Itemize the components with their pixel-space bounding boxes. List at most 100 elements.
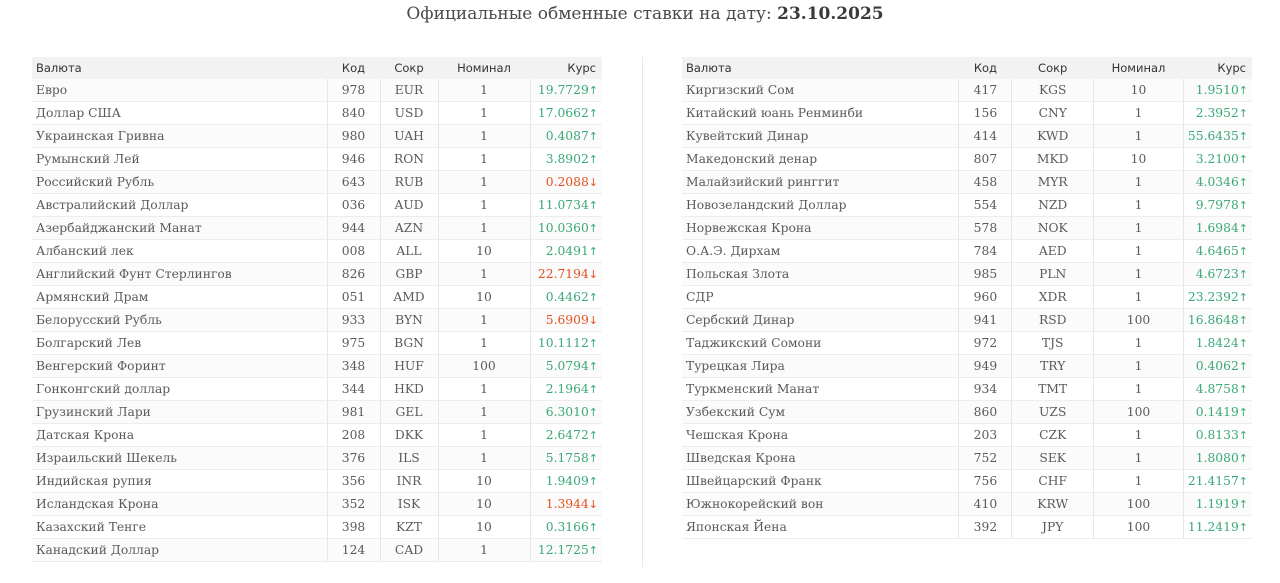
currency-abbr-cell: GBP <box>379 262 438 286</box>
arrow-up-icon: ↑ <box>1238 337 1248 350</box>
column-header-currency[interactable]: Валюта <box>682 57 959 79</box>
currency-code-cell: 203 <box>958 423 1012 447</box>
currency-nominal-cell: 1 <box>1093 285 1184 309</box>
exchange-rate-cell: 11.0734↑ <box>529 193 602 217</box>
currency-code-cell: 934 <box>958 377 1012 401</box>
table-row: Норвежская Крона 578 NOK 1 1.6984↑ <box>682 216 1252 240</box>
currency-abbr-cell: INR <box>379 469 438 493</box>
exchange-rate-cell: 1.3944↓ <box>529 492 602 516</box>
currency-abbr-cell: KRW <box>1011 492 1094 516</box>
rates-table-right-body: Киргизский Сом 417 KGS 10 1.9510↑ Китайский ю… <box>682 79 1252 539</box>
table-row: Венгерский Форинт 348 HUF 100 5.0794↑ <box>32 354 602 378</box>
rate-value: 4.8758 <box>1195 382 1239 396</box>
rate-value: 0.3166 <box>545 520 589 534</box>
exchange-rate-cell: 17.0662↑ <box>529 101 602 125</box>
currency-abbr-cell: UAH <box>379 124 438 148</box>
rate-value: 1.8080 <box>1195 451 1239 465</box>
column-header-nominal[interactable]: Номинал <box>1093 57 1184 79</box>
column-header-nominal[interactable]: Номинал <box>438 57 530 79</box>
rates-table-left-body: Евро 978 EUR 1 19.7729↑ Доллар США 840 USD 1 17.0… <box>32 79 602 562</box>
arrow-up-icon: ↑ <box>1238 314 1248 327</box>
currency-name-cell: Норвежская Крона <box>682 216 959 240</box>
currency-code-cell: 756 <box>958 469 1012 493</box>
currency-name-cell: Узбекский Сум <box>682 400 959 424</box>
currency-nominal-cell: 1 <box>437 170 530 194</box>
rate-value: 11.2419 <box>1187 520 1239 534</box>
rate-value: 10.1112 <box>537 336 589 350</box>
arrow-up-icon: ↑ <box>588 153 598 166</box>
currency-abbr-cell: RON <box>379 147 438 171</box>
currency-code-cell: 860 <box>958 400 1012 424</box>
currency-name-cell: Венгерский Форинт <box>32 354 327 378</box>
currency-code-cell: 944 <box>326 216 380 240</box>
currency-abbr-cell: TRY <box>1011 354 1094 378</box>
arrow-up-icon: ↑ <box>1238 176 1248 189</box>
table-row: Доллар США 840 USD 1 17.0662↑ <box>32 101 602 125</box>
exchange-rate-cell: 6.3010↑ <box>529 400 602 424</box>
arrow-up-icon: ↑ <box>588 222 598 235</box>
currency-nominal-cell: 100 <box>1093 492 1184 516</box>
arrow-up-icon: ↑ <box>1238 291 1248 304</box>
currency-code-cell: 458 <box>958 170 1012 194</box>
currency-abbr-cell: NOK <box>1011 216 1094 240</box>
exchange-rate-cell: 1.8080↑ <box>1182 446 1252 470</box>
table-row: Чешская Крона 203 CZK 1 0.8133↑ <box>682 423 1252 447</box>
currency-nominal-cell: 100 <box>1093 515 1184 539</box>
currency-abbr-cell: ISK <box>379 492 438 516</box>
column-header-abbr[interactable]: Сокр <box>1011 57 1094 79</box>
column-header-code[interactable]: Код <box>958 57 1012 79</box>
exchange-rate-cell: 0.4462↑ <box>529 285 602 309</box>
currency-abbr-cell: TMT <box>1011 377 1094 401</box>
currency-name-cell: Евро <box>32 79 327 102</box>
exchange-rate-cell: 0.8133↑ <box>1182 423 1252 447</box>
currency-name-cell: Российский Рубль <box>32 170 327 194</box>
currency-abbr-cell: ALL <box>379 239 438 263</box>
currency-nominal-cell: 1 <box>437 216 530 240</box>
currency-nominal-cell: 10 <box>437 239 530 263</box>
currency-abbr-cell: CNY <box>1011 101 1094 125</box>
currency-code-cell: 985 <box>958 262 1012 286</box>
column-header-code[interactable]: Код <box>327 57 380 79</box>
currency-abbr-cell: MKD <box>1011 147 1094 171</box>
currency-name-cell: Южнокорейский вон <box>682 492 959 516</box>
currency-abbr-cell: RSD <box>1011 308 1094 332</box>
exchange-rate-cell: 0.4062↑ <box>1182 354 1252 378</box>
exchange-rate-cell: 2.0491↑ <box>529 239 602 263</box>
table-row: Китайский юань Ренминби 156 CNY 1 2.3952↑ <box>682 101 1252 125</box>
currency-name-cell: Таджикский Сомони <box>682 331 959 355</box>
currency-name-cell: Армянский Драм <box>32 285 327 309</box>
exchange-rate-cell: 1.9510↑ <box>1182 79 1252 102</box>
exchange-rate-cell: 4.0346↑ <box>1182 170 1252 194</box>
currency-name-cell: Японская Йена <box>682 515 959 539</box>
currency-abbr-cell: GEL <box>379 400 438 424</box>
column-header-currency[interactable]: Валюта <box>32 57 327 79</box>
exchange-rate-cell: 4.6723↑ <box>1182 262 1252 286</box>
arrow-down-icon: ↓ <box>588 314 598 327</box>
column-header-rate[interactable]: Курс <box>1183 57 1252 79</box>
table-row: Японская Йена 392 JPY 100 11.2419↑ <box>682 515 1252 539</box>
currency-name-cell: Казахский Тенге <box>32 515 327 539</box>
currency-name-cell: Новозеландский Доллар <box>682 193 959 217</box>
exchange-rate-cell: 19.7729↑ <box>529 79 602 102</box>
currency-code-cell: 344 <box>326 377 380 401</box>
currency-code-cell: 784 <box>958 239 1012 263</box>
table-row: Украинская Гривна 980 UAH 1 0.4087↑ <box>32 124 602 148</box>
currency-code-cell: 356 <box>326 469 380 493</box>
currency-nominal-cell: 10 <box>437 285 530 309</box>
currency-nominal-cell: 10 <box>1093 79 1184 102</box>
currency-code-cell: 414 <box>958 124 1012 148</box>
currency-name-cell: Азербайджанский Манат <box>32 216 327 240</box>
currency-abbr-cell: SEK <box>1011 446 1094 470</box>
arrow-up-icon: ↑ <box>1238 268 1248 281</box>
currency-name-cell: Австралийский Доллар <box>32 193 327 217</box>
column-header-abbr[interactable]: Сокр <box>380 57 438 79</box>
currency-code-cell: 376 <box>326 446 380 470</box>
currency-code-cell: 124 <box>326 538 380 562</box>
title-prefix: Официальные обменные ставки на дату: <box>406 4 778 24</box>
column-header-rate[interactable]: Курс <box>530 57 602 79</box>
table-row: Таджикский Сомони 972 TJS 1 1.8424↑ <box>682 331 1252 355</box>
table-row: Армянский Драм 051 AMD 10 0.4462↑ <box>32 285 602 309</box>
currency-name-cell: Албанский лек <box>32 239 327 263</box>
rate-value: 2.0491 <box>545 244 589 258</box>
table-row: Кувейтский Динар 414 KWD 1 55.6435↑ <box>682 124 1252 148</box>
